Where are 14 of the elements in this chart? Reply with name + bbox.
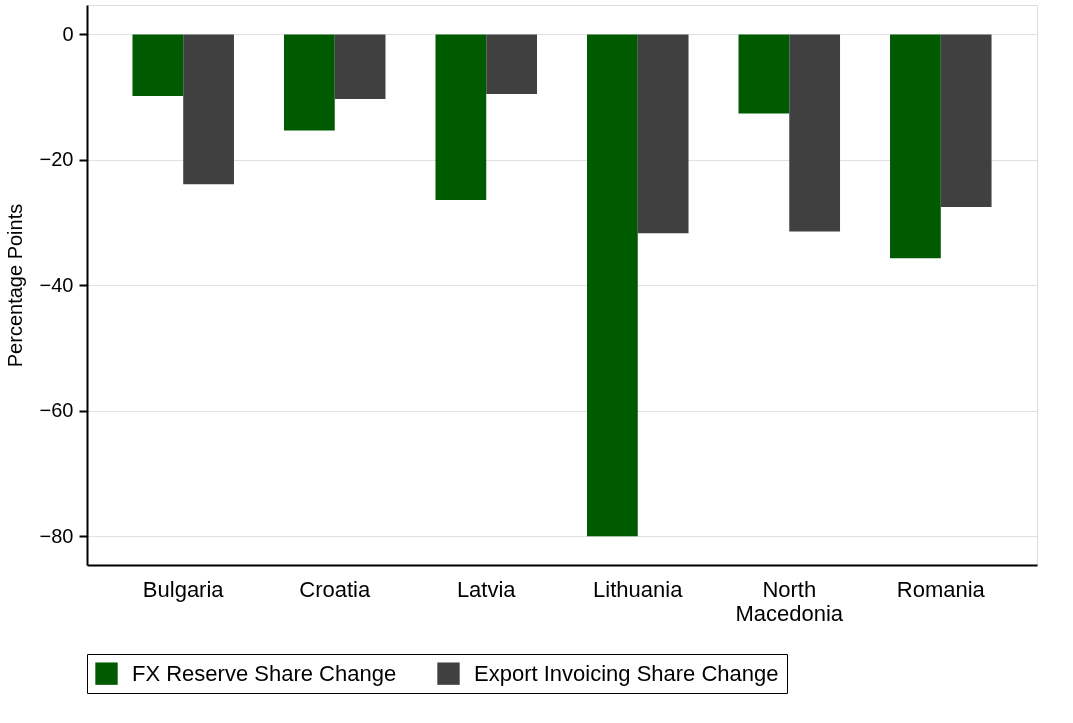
x-tick-label: Lithuania (593, 576, 684, 602)
x-tick-label: Croatia (299, 576, 371, 602)
legend-label: Export Invoicing Share Change (474, 660, 779, 686)
y-tick-label: −80 (39, 524, 74, 547)
y-tick-label: −40 (39, 273, 74, 296)
y-tick-label: −20 (39, 148, 74, 171)
x-tick-label: Romania (896, 576, 986, 602)
x-tick-label: Latvia (456, 576, 517, 602)
y-axis-title: Percentage Points (3, 203, 26, 368)
y-tick-label: 0 (62, 22, 74, 45)
legend-label: FX Reserve Share Change (132, 660, 397, 686)
x-tick-label: North Macedonia (735, 576, 844, 626)
x-tick-label: Bulgaria (142, 576, 225, 602)
y-tick-label: −60 (39, 399, 74, 422)
